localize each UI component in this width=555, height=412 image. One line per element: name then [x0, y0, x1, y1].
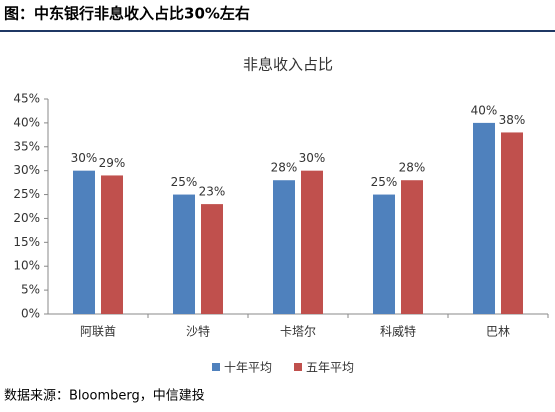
x-tick-label: 沙特	[186, 324, 210, 339]
bar	[501, 132, 523, 314]
data-label: 29%	[99, 156, 126, 170]
legend-label: 十年平均	[224, 361, 272, 375]
bar	[273, 180, 295, 314]
y-tick-label: 35%	[13, 139, 40, 153]
data-label: 23%	[199, 185, 226, 199]
data-label: 30%	[71, 151, 98, 165]
legend-label: 五年平均	[306, 361, 354, 375]
bar	[401, 180, 423, 314]
bar	[201, 204, 223, 314]
y-tick-label: 45%	[13, 92, 40, 106]
y-tick-label: 10%	[13, 259, 40, 273]
page-title: 图：中东银行非息收入占比30%左右	[4, 5, 250, 23]
bar	[173, 194, 195, 314]
y-tick-label: 40%	[13, 115, 40, 129]
legend-swatch	[212, 363, 220, 371]
y-tick-label: 15%	[13, 235, 40, 249]
bar	[373, 194, 395, 314]
data-label: 25%	[371, 175, 398, 189]
y-tick-label: 5%	[21, 283, 40, 297]
chart-title: 非息收入占比	[243, 56, 333, 74]
data-label: 30%	[299, 151, 326, 165]
data-label: 38%	[499, 113, 526, 127]
legend-swatch	[294, 363, 302, 371]
data-label: 40%	[471, 103, 498, 117]
data-label: 28%	[399, 161, 426, 175]
bar	[101, 175, 123, 314]
y-tick-label: 20%	[13, 211, 40, 225]
source-note: 数据来源：Bloomberg，中信建投	[4, 388, 205, 404]
data-label: 25%	[171, 175, 198, 189]
bar	[301, 170, 323, 314]
y-tick-label: 0%	[21, 307, 40, 321]
data-label: 28%	[271, 161, 298, 175]
x-tick-label: 卡塔尔	[280, 324, 316, 339]
y-tick-label: 25%	[13, 187, 40, 201]
bar	[73, 170, 95, 314]
x-tick-label: 巴林	[486, 325, 510, 339]
bar	[473, 122, 495, 314]
x-tick-label: 科威特	[380, 324, 416, 339]
y-tick-label: 30%	[13, 163, 40, 177]
x-tick-label: 阿联酋	[80, 324, 116, 339]
